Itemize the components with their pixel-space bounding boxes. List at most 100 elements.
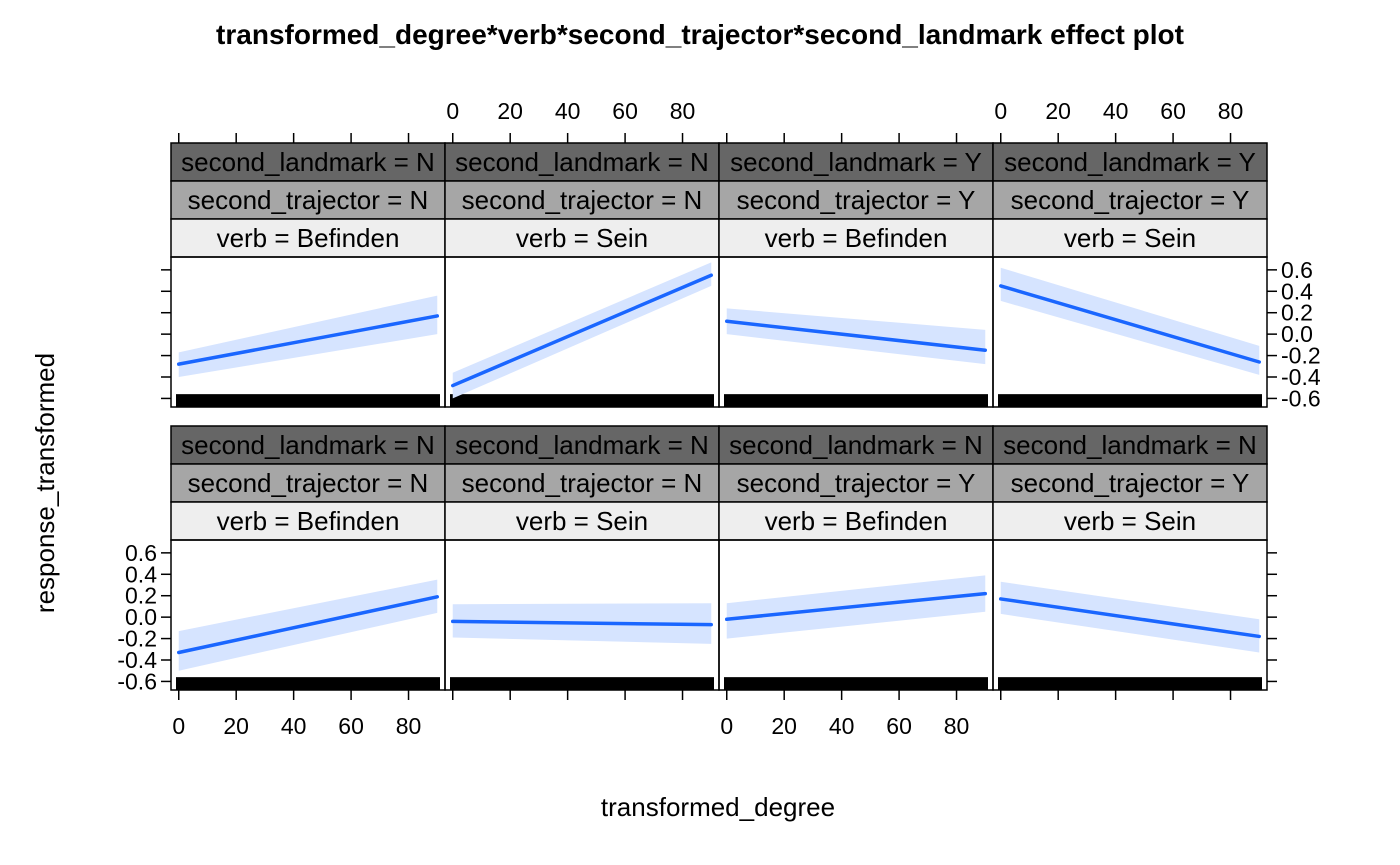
y-tick-label-left: 0.0 — [125, 604, 157, 630]
rug — [998, 394, 1262, 407]
x-tick-label-bottom: 0 — [720, 713, 733, 739]
strip-landmark-bg — [992, 142, 1268, 182]
y-tick-label-left: 0.4 — [125, 561, 157, 587]
rug — [450, 394, 714, 407]
y-axis-title: response_transformed — [30, 353, 60, 613]
strip-landmark-label: second_landmark = Y — [730, 147, 982, 177]
strip-verb-bg — [718, 501, 994, 541]
strip-verb-bg — [444, 501, 720, 541]
y-tick-label-left: 0.2 — [125, 583, 157, 609]
strip-verb-label: verb = Befinden — [765, 223, 948, 253]
strip-landmark-bg — [718, 142, 994, 182]
x-tick-label-top: 0 — [994, 98, 1007, 124]
strip-trajector-label: second_trajector = N — [462, 468, 703, 498]
rug — [724, 394, 988, 407]
effect-line — [176, 314, 440, 366]
panel-0-1: second_landmark = N second_trajector = N v… — [444, 142, 720, 408]
panel-0-3: second_landmark = Y second_trajector = Y v… — [992, 142, 1268, 408]
x-tick-label-bottom: 0 — [172, 713, 185, 739]
chart-title: transformed_degree*verb*second_trajector… — [216, 19, 1184, 50]
x-tick-label-bottom: 40 — [829, 713, 855, 739]
strip-trajector-label: second_trajector = N — [462, 185, 703, 215]
strip-landmark-label: second_landmark = N — [455, 430, 709, 460]
y-tick-label-right: -0.2 — [1281, 343, 1321, 369]
effect-line — [176, 595, 440, 655]
strip-trajector-label: second_trajector = Y — [1011, 468, 1250, 498]
x-tick-label-top: 20 — [1045, 98, 1071, 124]
x-tick-label-bottom: 20 — [771, 713, 797, 739]
strip-trajector-label: second_trajector = N — [188, 468, 429, 498]
effect-line — [450, 619, 714, 627]
x-tick-label-bottom: 20 — [223, 713, 249, 739]
y-tick-label-left: -0.6 — [117, 668, 157, 694]
y-tick-label-left: 0.6 — [125, 540, 157, 566]
y-tick-label-right: 0.4 — [1281, 278, 1313, 304]
rug — [450, 677, 714, 690]
y-tick-label-right: 0.2 — [1281, 300, 1313, 326]
effect-line — [998, 597, 1262, 639]
strip-verb-label: verb = Sein — [516, 506, 648, 536]
x-tick-label-top: 20 — [497, 98, 523, 124]
strip-landmark-bg — [444, 425, 720, 465]
x-tick-label-top: 60 — [612, 98, 638, 124]
strip-verb-label: verb = Sein — [516, 223, 648, 253]
x-tick-label-top: 0 — [446, 98, 459, 124]
strip-trajector-bg — [992, 180, 1268, 220]
panel-0-2: second_landmark = Y second_trajector = Y v… — [718, 142, 994, 408]
effect-line — [998, 284, 1262, 364]
rug — [176, 677, 440, 690]
x-axis-title: transformed_degree — [601, 792, 835, 822]
x-tick-label-bottom: 40 — [281, 713, 307, 739]
confidence-band — [1000, 267, 1260, 375]
strip-trajector-label: second_trajector = N — [188, 185, 429, 215]
y-tick-label-left: -0.2 — [117, 626, 157, 652]
x-tick-label-bottom: 60 — [338, 713, 364, 739]
y-tick-label-right: -0.6 — [1281, 385, 1321, 411]
strip-verb-bg — [992, 501, 1268, 541]
strip-verb-label: verb = Befinden — [217, 506, 400, 536]
strip-landmark-label: second_landmark = Y — [1004, 147, 1256, 177]
panel-1-2: second_landmark = N second_trajector = Y v… — [718, 425, 994, 691]
strip-verb-label: verb = Befinden — [765, 506, 948, 536]
strip-landmark-bg — [444, 142, 720, 182]
y-tick-label-right: 0.0 — [1281, 321, 1313, 347]
strip-trajector-label: second_trajector = Y — [737, 468, 976, 498]
strip-trajector-bg — [170, 180, 446, 220]
strip-landmark-label: second_landmark = N — [455, 147, 709, 177]
panels-layer: second_landmark = N second_trajector = N v… — [117, 98, 1320, 739]
strip-trajector-bg — [170, 463, 446, 503]
strip-landmark-label: second_landmark = N — [181, 430, 435, 460]
strip-verb-bg — [170, 501, 446, 541]
x-tick-label-top: 40 — [555, 98, 581, 124]
strip-verb-label: verb = Befinden — [217, 223, 400, 253]
strip-verb-bg — [444, 218, 720, 258]
x-tick-label-top: 40 — [1103, 98, 1129, 124]
strip-verb-bg — [718, 218, 994, 258]
x-tick-label-top: 80 — [670, 98, 696, 124]
panel-1-3: second_landmark = N second_trajector = Y v… — [992, 425, 1268, 691]
strip-trajector-bg — [718, 180, 994, 220]
strip-trajector-label: second_trajector = Y — [737, 185, 976, 215]
strip-landmark-label: second_landmark = N — [729, 430, 983, 460]
rug — [998, 677, 1262, 690]
panel-0-0: second_landmark = N second_trajector = N v… — [170, 142, 446, 408]
strip-verb-label: verb = Sein — [1064, 506, 1196, 536]
effect-line — [450, 273, 714, 388]
effect-line — [724, 319, 988, 352]
effect-line — [724, 591, 988, 622]
rug — [724, 677, 988, 690]
strip-trajector-bg — [444, 463, 720, 503]
x-tick-label-bottom: 80 — [396, 713, 422, 739]
panel-1-0: second_landmark = N second_trajector = N v… — [170, 425, 446, 691]
x-tick-label-top: 60 — [1160, 98, 1186, 124]
y-tick-label-left: -0.4 — [117, 647, 157, 673]
strip-verb-label: verb = Sein — [1064, 223, 1196, 253]
rug — [176, 394, 440, 407]
confidence-band — [178, 295, 438, 377]
x-tick-label-top: 80 — [1218, 98, 1244, 124]
strip-landmark-bg — [170, 142, 446, 182]
x-tick-label-bottom: 80 — [944, 713, 970, 739]
strip-trajector-label: second_trajector = Y — [1011, 185, 1250, 215]
strip-landmark-label: second_landmark = N — [181, 147, 435, 177]
